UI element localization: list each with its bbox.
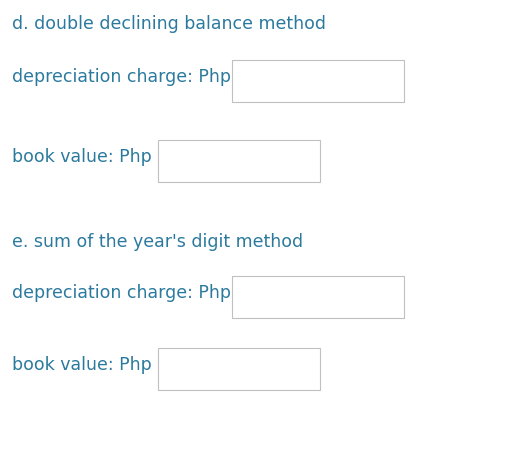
FancyBboxPatch shape xyxy=(158,140,320,182)
Text: depreciation charge: Php: depreciation charge: Php xyxy=(12,68,231,86)
FancyBboxPatch shape xyxy=(232,276,404,318)
Text: book value: Php: book value: Php xyxy=(12,148,152,166)
Text: e. sum of the year's digit method: e. sum of the year's digit method xyxy=(12,233,303,251)
FancyBboxPatch shape xyxy=(232,60,404,102)
Text: d. double declining balance method: d. double declining balance method xyxy=(12,15,326,33)
Text: depreciation charge: Php: depreciation charge: Php xyxy=(12,284,231,302)
FancyBboxPatch shape xyxy=(158,348,320,390)
Text: book value: Php: book value: Php xyxy=(12,356,152,374)
